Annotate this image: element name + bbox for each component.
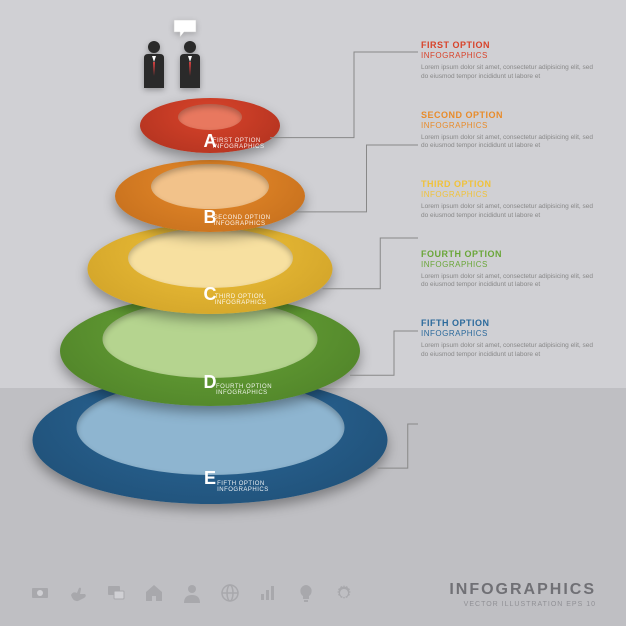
option-body: Lorem ipsum dolor sit amet, consectetur … — [421, 134, 601, 152]
option-subtitle: INFOGRAPHICS — [421, 190, 601, 199]
option-block: SECOND OPTION INFOGRAPHICS Lorem ipsum d… — [421, 110, 601, 152]
chat-icon — [106, 583, 126, 608]
layer-caption: FIFTH OPTIONINFOGRAPHICS — [217, 481, 269, 493]
layer-caption: SECOND OPTIONINFOGRAPHICS — [214, 215, 271, 227]
pyramid-diagram: E FIFTH OPTIONINFOGRAPHICS D FOURTH OPTI… — [30, 60, 390, 480]
money-icon — [30, 583, 50, 608]
gear-icon — [334, 583, 354, 608]
pyramid-layer-a: A FIRST OPTIONINFOGRAPHICS — [140, 98, 280, 153]
option-body: Lorem ipsum dolor sit amet, consectetur … — [421, 203, 601, 221]
footer-title-block: INFOGRAPHICS VECTOR ILLUSTRATION EPS 10 — [449, 581, 596, 608]
footer-title: INFOGRAPHICS — [449, 581, 596, 599]
user-icon — [182, 583, 202, 608]
hand-icon — [68, 583, 88, 608]
person-icon — [176, 40, 204, 93]
option-subtitle: INFOGRAPHICS — [421, 260, 601, 269]
option-subtitle: INFOGRAPHICS — [421, 121, 601, 130]
layer-caption: FOURTH OPTIONINFOGRAPHICS — [216, 384, 272, 396]
option-title: FIFTH OPTION — [421, 318, 601, 328]
speech-bubble-icon — [172, 18, 198, 45]
layer-caption: FIRST OPTIONINFOGRAPHICS — [213, 138, 265, 150]
pyramid-layer-c: C THIRD OPTIONINFOGRAPHICS — [88, 224, 333, 314]
footer-subtitle: VECTOR ILLUSTRATION EPS 10 — [449, 601, 596, 608]
option-subtitle: INFOGRAPHICS — [421, 329, 601, 338]
option-block: FIRST OPTION INFOGRAPHICS Lorem ipsum do… — [421, 40, 601, 82]
footer-icons-row — [30, 583, 354, 608]
home-icon — [144, 583, 164, 608]
option-title: SECOND OPTION — [421, 110, 601, 120]
layer-letter: E — [204, 468, 216, 489]
options-panel: FIRST OPTION INFOGRAPHICS Lorem ipsum do… — [421, 40, 601, 388]
option-block: FOURTH OPTION INFOGRAPHICS Lorem ipsum d… — [421, 249, 601, 291]
option-block: FIFTH OPTION INFOGRAPHICS Lorem ipsum do… — [421, 318, 601, 360]
option-body: Lorem ipsum dolor sit amet, consectetur … — [421, 273, 601, 291]
option-subtitle: INFOGRAPHICS — [421, 51, 601, 60]
person-icon — [140, 40, 168, 93]
option-body: Lorem ipsum dolor sit amet, consectetur … — [421, 342, 601, 360]
chart-icon — [258, 583, 278, 608]
business-figures — [140, 40, 204, 93]
layer-letter: D — [204, 372, 217, 393]
pyramid-layer-b: B SECOND OPTIONINFOGRAPHICS — [115, 160, 305, 232]
bulb-icon — [296, 583, 316, 608]
footer: INFOGRAPHICS VECTOR ILLUSTRATION EPS 10 — [30, 581, 596, 608]
option-title: THIRD OPTION — [421, 179, 601, 189]
option-title: FOURTH OPTION — [421, 249, 601, 259]
option-body: Lorem ipsum dolor sit amet, consectetur … — [421, 64, 601, 82]
layer-caption: THIRD OPTIONINFOGRAPHICS — [215, 294, 267, 306]
globe-icon — [220, 583, 240, 608]
option-title: FIRST OPTION — [421, 40, 601, 50]
option-block: THIRD OPTION INFOGRAPHICS Lorem ipsum do… — [421, 179, 601, 221]
